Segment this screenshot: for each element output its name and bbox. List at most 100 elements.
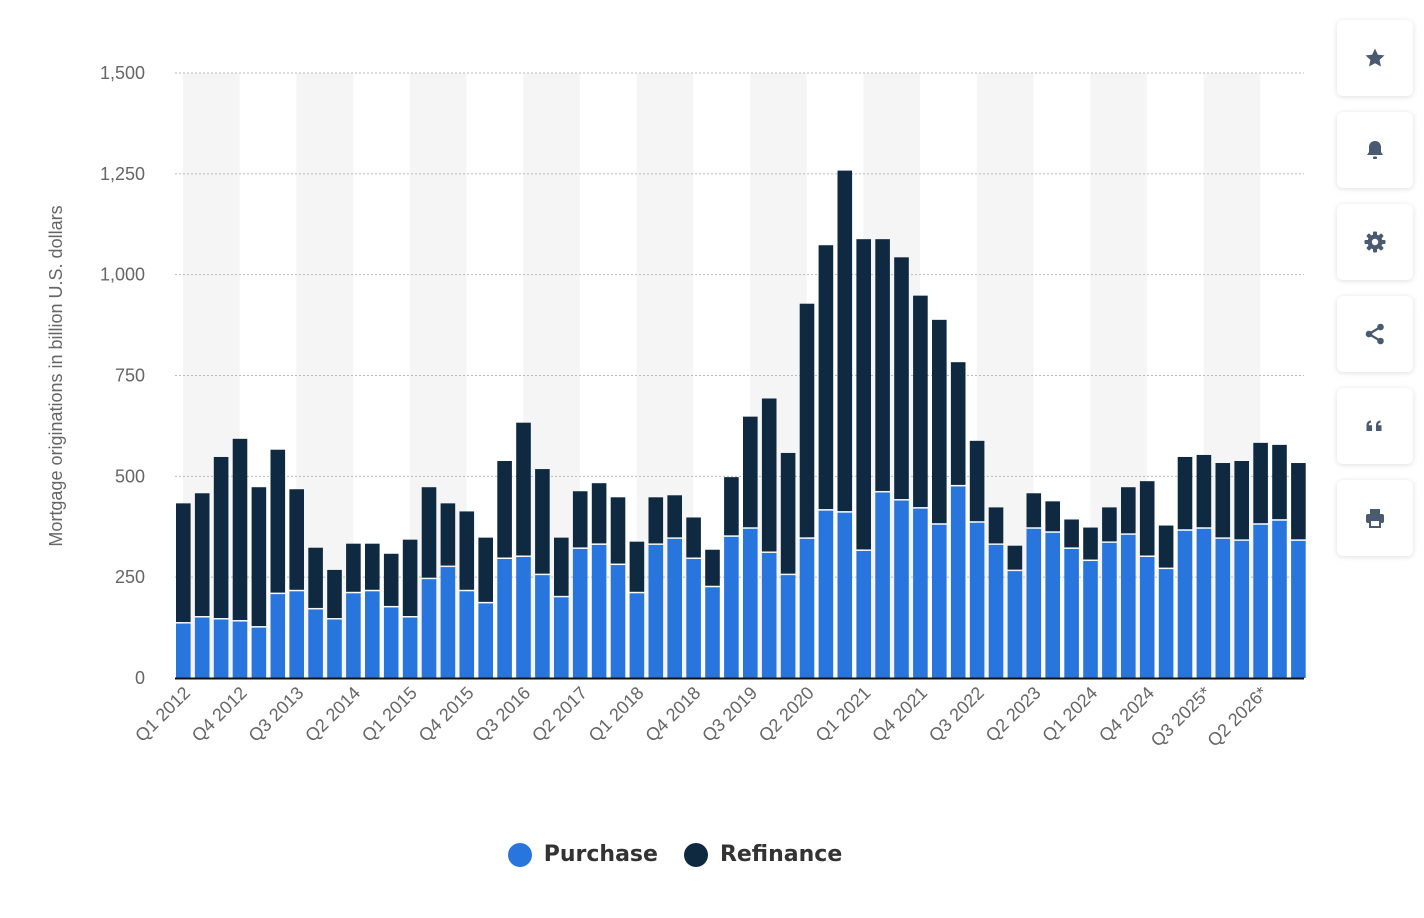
settings-button[interactable] [1337, 204, 1413, 280]
bar-refinance[interactable] [1291, 463, 1306, 540]
bar-refinance[interactable] [270, 449, 286, 593]
bar-refinance[interactable] [648, 497, 664, 544]
bar-refinance[interactable] [1234, 461, 1249, 540]
bar-refinance[interactable] [516, 422, 531, 556]
bar-purchase[interactable] [913, 508, 928, 678]
bar-refinance[interactable] [1253, 442, 1268, 524]
bar-purchase[interactable] [969, 522, 985, 678]
bar-refinance[interactable] [969, 440, 985, 522]
bar-refinance[interactable] [194, 493, 210, 616]
bar-purchase[interactable] [1253, 524, 1268, 678]
bar-purchase[interactable] [875, 492, 890, 678]
bar-refinance[interactable] [705, 549, 720, 586]
bar-refinance[interactable] [610, 497, 626, 564]
bar-refinance[interactable] [875, 239, 890, 491]
bar-purchase[interactable] [932, 524, 947, 678]
bar-purchase[interactable] [818, 510, 834, 678]
bar-purchase[interactable] [1215, 538, 1231, 678]
bar-purchase[interactable] [1007, 571, 1023, 678]
bar-purchase[interactable] [308, 609, 323, 678]
bar-refinance[interactable] [402, 539, 418, 616]
bar-purchase[interactable] [1196, 528, 1212, 678]
bar-refinance[interactable] [1215, 463, 1231, 538]
bar-purchase[interactable] [327, 619, 342, 678]
bar-refinance[interactable] [629, 541, 645, 592]
bar-purchase[interactable] [365, 591, 380, 678]
bar-purchase[interactable] [516, 557, 531, 678]
bar-purchase[interactable] [648, 544, 664, 678]
bar-refinance[interactable] [478, 537, 493, 602]
bar-refinance[interactable] [308, 547, 323, 608]
bar-purchase[interactable] [251, 627, 267, 678]
bar-purchase[interactable] [1158, 569, 1174, 678]
bar-refinance[interactable] [365, 543, 380, 590]
bar-purchase[interactable] [743, 528, 758, 678]
bar-refinance[interactable] [988, 507, 1004, 544]
bar-purchase[interactable] [478, 603, 493, 678]
bar-refinance[interactable] [913, 295, 928, 508]
bar-purchase[interactable] [1234, 540, 1249, 678]
bar-refinance[interactable] [1121, 487, 1136, 534]
bar-refinance[interactable] [686, 517, 701, 558]
bar-purchase[interactable] [610, 565, 626, 678]
bar-purchase[interactable] [289, 591, 304, 678]
bar-refinance[interactable] [1272, 444, 1287, 520]
bar-refinance[interactable] [346, 543, 361, 592]
bar-refinance[interactable] [535, 469, 550, 574]
bar-purchase[interactable] [176, 623, 191, 678]
bar-purchase[interactable] [459, 591, 475, 678]
bar-refinance[interactable] [1064, 519, 1079, 548]
bar-refinance[interactable] [1177, 456, 1193, 530]
bar-purchase[interactable] [383, 607, 399, 678]
bar-purchase[interactable] [686, 559, 701, 678]
share-button[interactable] [1337, 296, 1413, 372]
bar-refinance[interactable] [1083, 527, 1098, 560]
bar-refinance[interactable] [1045, 501, 1060, 532]
bar-refinance[interactable] [837, 170, 853, 512]
print-button[interactable] [1337, 480, 1413, 556]
bar-purchase[interactable] [705, 587, 720, 678]
bar-refinance[interactable] [761, 398, 777, 552]
legend-item-refinance[interactable]: Refinance [683, 842, 842, 867]
bar-refinance[interactable] [1026, 493, 1042, 528]
bar-purchase[interactable] [1291, 540, 1306, 678]
bar-purchase[interactable] [1102, 542, 1117, 678]
bar-refinance[interactable] [667, 495, 682, 538]
bar-refinance[interactable] [932, 319, 947, 524]
bar-purchase[interactable] [213, 619, 229, 678]
bar-purchase[interactable] [988, 544, 1004, 678]
bar-refinance[interactable] [213, 456, 229, 619]
bar-refinance[interactable] [743, 416, 758, 528]
bar-refinance[interactable] [327, 569, 342, 619]
bar-purchase[interactable] [667, 538, 682, 678]
bar-refinance[interactable] [1102, 507, 1117, 542]
bar-refinance[interactable] [554, 537, 569, 596]
bar-purchase[interactable] [1083, 561, 1098, 678]
bar-purchase[interactable] [761, 552, 777, 678]
bar-purchase[interactable] [1272, 520, 1287, 678]
bar-refinance[interactable] [572, 491, 588, 548]
bar-refinance[interactable] [818, 245, 834, 510]
bar-refinance[interactable] [497, 461, 512, 558]
bar-purchase[interactable] [1026, 528, 1042, 678]
bar-refinance[interactable] [856, 239, 871, 550]
bar-purchase[interactable] [1121, 534, 1136, 678]
bar-purchase[interactable] [440, 567, 456, 678]
bar-refinance[interactable] [232, 438, 248, 621]
bar-purchase[interactable] [402, 617, 418, 679]
bar-purchase[interactable] [591, 544, 607, 678]
bar-purchase[interactable] [421, 579, 437, 678]
bar-purchase[interactable] [232, 621, 248, 678]
bar-purchase[interactable] [497, 559, 512, 678]
bar-refinance[interactable] [421, 487, 437, 578]
bar-purchase[interactable] [724, 536, 739, 678]
notification-button[interactable] [1337, 112, 1413, 188]
bar-refinance[interactable] [289, 489, 304, 590]
bar-purchase[interactable] [572, 548, 588, 678]
bar-refinance[interactable] [440, 503, 456, 566]
bar-purchase[interactable] [346, 593, 361, 678]
bar-purchase[interactable] [554, 597, 569, 678]
favorite-button[interactable] [1337, 20, 1413, 96]
bar-purchase[interactable] [194, 617, 210, 679]
bar-refinance[interactable] [251, 487, 267, 627]
